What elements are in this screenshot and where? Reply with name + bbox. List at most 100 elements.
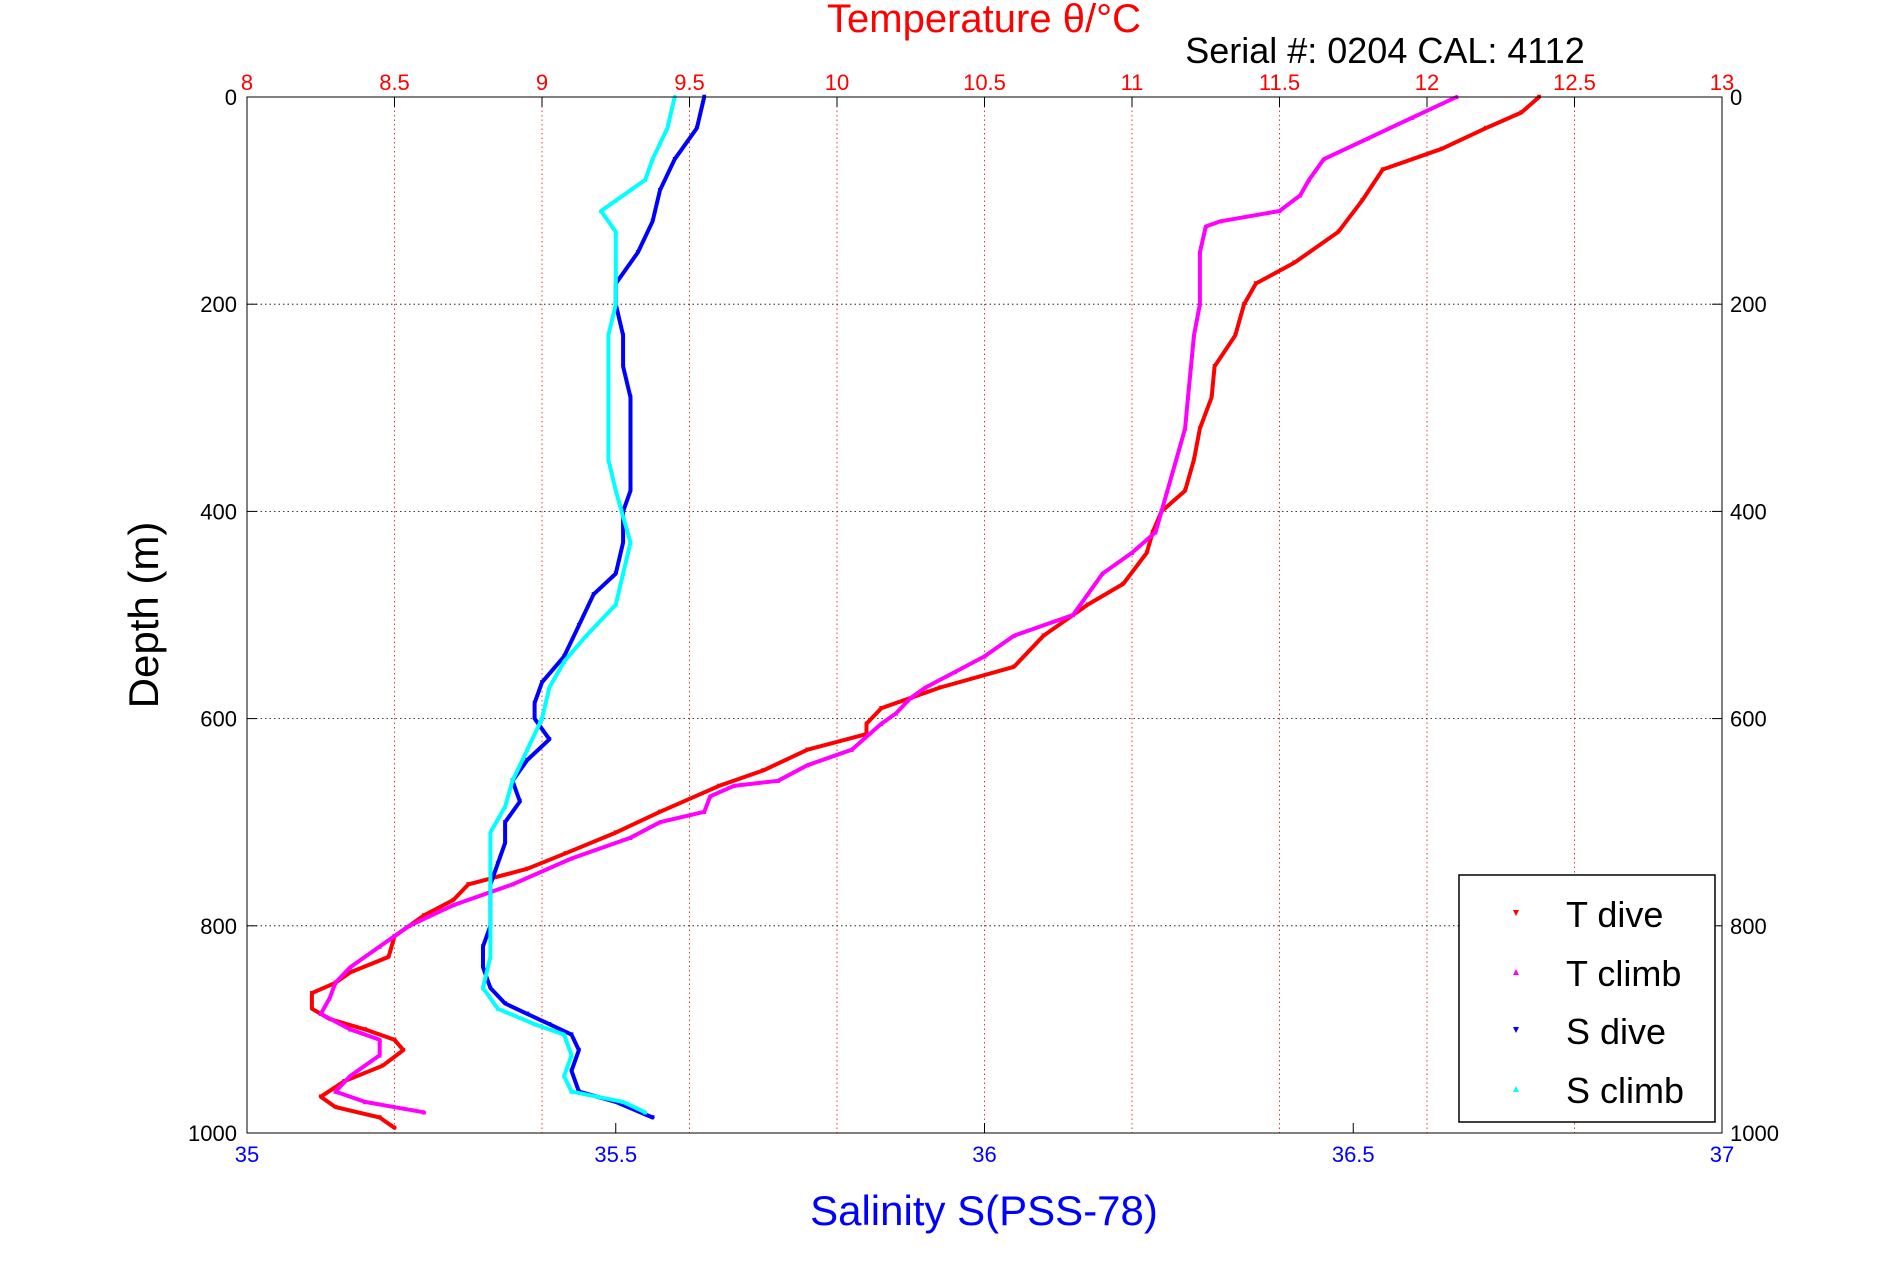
- data-point: [539, 680, 545, 685]
- data-point: [532, 716, 537, 721]
- data-point: [1292, 260, 1297, 265]
- data-point: [451, 902, 456, 908]
- data-point: [952, 669, 958, 675]
- data-point: [525, 1011, 530, 1017]
- tick-label-temperature: 11: [1121, 70, 1144, 95]
- data-point: [348, 965, 353, 970]
- data-point: [569, 1068, 574, 1074]
- data-point: [1191, 333, 1197, 338]
- data-point: [620, 514, 626, 519]
- data-point: [1085, 602, 1090, 607]
- data-point: [561, 654, 567, 659]
- legend-label: S climb: [1566, 1070, 1684, 1111]
- data-point: [584, 633, 589, 638]
- data-point: [694, 125, 700, 131]
- data-point: [517, 799, 523, 804]
- data-point: [598, 208, 604, 214]
- tick-label-temperature: 10: [825, 70, 849, 95]
- tick-label-temperature: 10.5: [963, 70, 1006, 95]
- data-point: [1218, 219, 1223, 224]
- data-point: [879, 721, 884, 726]
- data-point: [348, 1027, 353, 1032]
- tick-label-temperature: 9: [536, 70, 548, 95]
- y-axis-label: Depth (m): [120, 522, 167, 709]
- data-point: [488, 830, 493, 835]
- data-point: [613, 488, 618, 493]
- data-point: [380, 1063, 385, 1068]
- tick-label-depth-left: 200: [200, 292, 237, 317]
- legend-marker: [1513, 910, 1519, 916]
- data-point: [309, 990, 315, 996]
- legend-label: T climb: [1566, 953, 1681, 994]
- data-point: [1011, 633, 1017, 638]
- tick-label-temperature: 11.5: [1259, 70, 1300, 95]
- data-point: [318, 1011, 323, 1017]
- data-point: [1209, 395, 1214, 400]
- tick-label-depth-right: 0: [1730, 85, 1742, 110]
- data-point: [707, 794, 713, 799]
- data-point: [510, 778, 515, 783]
- data-point: [488, 892, 493, 897]
- tick-label-depth-right: 800: [1730, 914, 1767, 939]
- data-point: [502, 804, 508, 809]
- data-point: [864, 721, 869, 726]
- data-point: [502, 820, 508, 825]
- data-point: [893, 711, 899, 716]
- data-point: [377, 1115, 382, 1120]
- tick-label-depth-left: 400: [200, 499, 237, 524]
- data-point: [1174, 457, 1179, 462]
- data-point: [1011, 664, 1017, 669]
- data-point: [525, 866, 530, 872]
- data-point: [502, 1001, 508, 1006]
- data-point: [923, 685, 928, 690]
- legend-label: S dive: [1566, 1011, 1666, 1052]
- tick-label-depth-left: 0: [225, 85, 237, 110]
- tick-label-temperature: 12.5: [1553, 70, 1596, 95]
- data-point: [1197, 426, 1203, 431]
- data-point: [532, 700, 537, 706]
- data-point: [613, 229, 618, 234]
- data-point: [650, 219, 655, 224]
- data-point: [466, 882, 471, 887]
- tick-label-temperature: 12: [1415, 70, 1439, 95]
- data-point: [386, 954, 391, 960]
- data-point: [657, 188, 663, 193]
- data-point: [702, 809, 707, 815]
- data-point: [1197, 250, 1203, 255]
- legend-box: [1458, 874, 1716, 1123]
- data-point: [606, 426, 611, 431]
- data-point: [377, 1053, 382, 1058]
- data-point: [488, 954, 493, 960]
- data-point: [421, 913, 427, 918]
- data-point: [1233, 333, 1238, 338]
- data-point: [488, 861, 493, 866]
- data-point: [1380, 167, 1385, 172]
- data-point: [1153, 529, 1158, 535]
- data-point: [591, 592, 596, 597]
- data-point: [628, 540, 633, 545]
- data-point: [1212, 364, 1217, 369]
- data-point: [665, 125, 670, 131]
- data-point: [569, 1053, 574, 1058]
- data-point: [672, 156, 677, 162]
- data-point: [613, 830, 618, 835]
- data-point: [628, 835, 633, 840]
- data-point: [1041, 633, 1046, 638]
- data-point: [635, 250, 641, 255]
- data-point: [1306, 177, 1312, 183]
- data-point: [1297, 193, 1303, 198]
- data-point: [1410, 115, 1415, 120]
- data-point: [1203, 224, 1208, 229]
- data-point: [1197, 302, 1203, 307]
- data-point: [377, 944, 382, 949]
- data-point: [1321, 156, 1326, 162]
- data-point: [502, 840, 508, 846]
- data-point: [532, 1022, 537, 1027]
- data-point: [392, 1125, 397, 1131]
- data-point: [1188, 364, 1194, 369]
- legend-marker: [1513, 1027, 1519, 1033]
- tick-label-depth-right: 1000: [1730, 1121, 1779, 1146]
- data-point: [657, 820, 663, 825]
- data-point: [606, 364, 611, 369]
